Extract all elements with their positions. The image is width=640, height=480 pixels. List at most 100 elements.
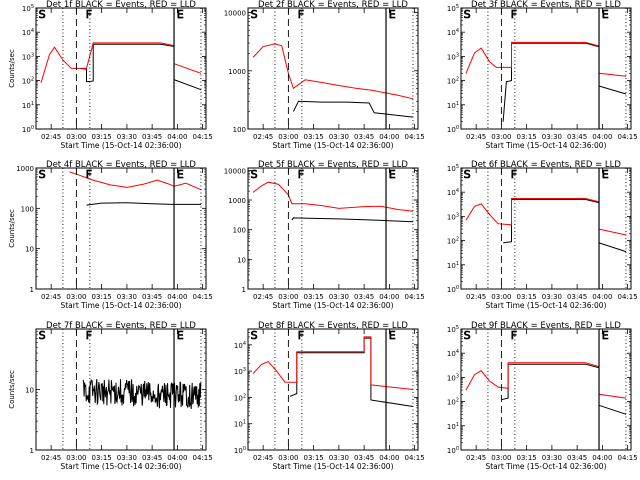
x-tick-label: 04:00 — [592, 133, 612, 141]
marker-E: E — [177, 329, 184, 342]
x-tick-label: 03:30 — [117, 454, 137, 462]
y-tick-label: 102 — [447, 77, 459, 86]
x-tick-label: 03:00 — [66, 454, 86, 462]
y-tick-label: 10 — [25, 387, 34, 395]
x-tick-label: 03:45 — [142, 454, 162, 462]
y-tick-label: 100 — [234, 446, 246, 455]
x-tick-label: 03:15 — [304, 133, 324, 141]
marker-E: E — [602, 8, 609, 21]
x-tick-label: 03:45 — [567, 454, 587, 462]
x-tick-label: 04:00 — [167, 133, 187, 141]
x-tick-label: 03:00 — [66, 133, 86, 141]
x-axis-label: Start Time (15-Oct-14 02:36:00) — [485, 141, 606, 150]
y-tick-label: 100 — [233, 227, 246, 235]
x-tick-label: 03:30 — [117, 133, 137, 141]
series-line-2 — [465, 362, 627, 399]
marker-S: S — [251, 8, 258, 21]
x-tick-label: 04:00 — [167, 293, 187, 301]
y-axis-label: Counts/sec — [8, 209, 16, 248]
x-tick-label: 04:15 — [618, 454, 638, 462]
series-line-2 — [252, 336, 414, 390]
series-line-2 — [252, 43, 414, 100]
y-tick-label: 101 — [447, 261, 459, 270]
x-tick-label: 02:45 — [41, 133, 61, 141]
chart-title: Det 8f BLACK = Events, RED = LLD — [258, 321, 408, 331]
plot-frame — [35, 167, 207, 290]
x-axis-label: Start Time (15-Oct-14 02:36:00) — [272, 141, 393, 150]
chart-title: Det 2f BLACK = Events, RED = LLD — [258, 0, 408, 10]
x-axis-label: Start Time (15-Oct-14 02:36:00) — [272, 462, 393, 471]
y-tick-label: 105 — [447, 325, 459, 334]
y-tick-label: 103 — [447, 212, 459, 221]
series-line-1 — [503, 199, 627, 253]
y-tick-label: 10000 — [224, 10, 246, 18]
series-line-2 — [69, 171, 202, 191]
y-tick-label: 104 — [447, 28, 459, 37]
y-tick-label: 103 — [234, 367, 246, 376]
x-axis-label: Start Time (15-Oct-14 02:36:00) — [272, 301, 393, 310]
marker-F: F — [511, 329, 517, 342]
x-tick-label: 04:00 — [379, 454, 399, 462]
y-tick-label: 100 — [447, 446, 459, 455]
x-tick-label: 03:00 — [278, 133, 298, 141]
y-tick-label: 103 — [447, 373, 459, 382]
x-tick-label: 03:45 — [567, 133, 587, 141]
y-tick-label: 104 — [447, 188, 459, 197]
x-axis-label: Start Time (15-Oct-14 02:36:00) — [60, 301, 181, 310]
series-line-1 — [86, 202, 201, 206]
x-tick-label: 04:15 — [618, 133, 638, 141]
x-tick-label: 03:45 — [354, 293, 374, 301]
x-tick-label: 03:30 — [542, 454, 562, 462]
x-axis-label: Start Time (15-Oct-14 02:36:00) — [485, 462, 606, 471]
y-tick-label: 1 — [30, 286, 34, 294]
x-tick-label: 04:00 — [379, 293, 399, 301]
x-tick-label: 03:15 — [517, 133, 537, 141]
y-tick-label: 10000 — [224, 167, 246, 175]
y-tick-label: 101 — [22, 101, 34, 110]
marker-S: S — [464, 8, 471, 21]
x-tick-label: 04:15 — [618, 293, 638, 301]
y-tick-label: 1 — [242, 286, 246, 294]
x-axis-label: Start Time (15-Oct-14 02:36:00) — [60, 141, 181, 150]
y-tick-label: 105 — [22, 4, 34, 13]
x-tick-label: 03:45 — [354, 454, 374, 462]
x-tick-label: 03:45 — [567, 293, 587, 301]
x-tick-label: 03:30 — [329, 133, 349, 141]
y-tick-label: 100 — [447, 125, 459, 134]
y-tick-label: 104 — [22, 28, 34, 37]
x-tick-label: 03:15 — [92, 454, 112, 462]
x-tick-label: 04:00 — [167, 454, 187, 462]
marker-F: F — [298, 168, 304, 181]
y-tick-label: 102 — [447, 398, 459, 407]
x-tick-label: 04:15 — [405, 133, 425, 141]
x-tick-label: 03:15 — [304, 454, 324, 462]
x-tick-label: 03:15 — [517, 454, 537, 462]
x-tick-label: 03:45 — [354, 133, 374, 141]
x-tick-label: 02:45 — [466, 293, 486, 301]
y-tick-label: 10 — [25, 246, 34, 254]
chart-title: Det 1f BLACK = Events, RED = LLD — [46, 0, 196, 10]
y-tick-label: 100 — [21, 205, 34, 213]
marker-E: E — [389, 329, 396, 342]
plot-frame — [35, 7, 207, 130]
y-tick-label: 1000 — [228, 68, 246, 76]
y-tick-label: 101 — [447, 422, 459, 431]
plot-frame — [247, 7, 419, 130]
y-tick-label: 105 — [447, 4, 459, 13]
marker-S: S — [251, 168, 258, 181]
x-tick-label: 03:15 — [92, 293, 112, 301]
series-line-2 — [465, 41, 627, 77]
x-tick-label: 02:45 — [253, 293, 273, 301]
marker-E: E — [602, 168, 609, 181]
plot-frame — [460, 167, 632, 290]
chart-title: Det 9f BLACK = Events, RED = LLD — [471, 321, 621, 331]
series-line-1 — [82, 378, 202, 409]
marker-E: E — [177, 168, 184, 181]
x-tick-label: 03:00 — [66, 293, 86, 301]
chart-title: Det 4f BLACK = Events, RED = LLD — [46, 160, 196, 170]
y-tick-label: 102 — [447, 237, 459, 246]
series-line-1 — [289, 337, 414, 407]
marker-F: F — [298, 8, 304, 21]
